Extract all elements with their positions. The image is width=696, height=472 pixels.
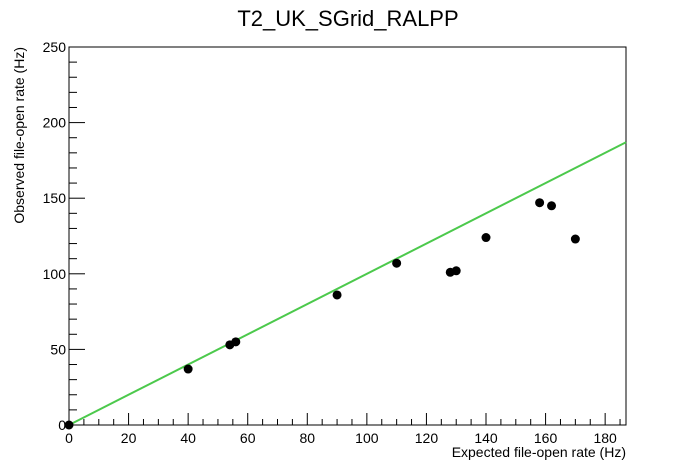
data-point <box>547 201 557 211</box>
x-tick-label: 0 <box>65 430 73 446</box>
x-axis-label: Expected file-open rate (Hz) <box>452 444 626 460</box>
data-point <box>392 258 402 268</box>
data-point <box>451 266 461 276</box>
data-point <box>183 364 193 374</box>
x-tick-label: 40 <box>180 430 196 446</box>
reference-line-group <box>68 141 627 426</box>
x-axis: 0 20 40 60 80 100 120 140 160 180 <box>65 413 621 446</box>
y-tick-label: 0 <box>58 417 66 433</box>
data-point <box>481 233 491 243</box>
x-tick-label: 20 <box>121 430 137 446</box>
data-point <box>570 234 580 244</box>
x-tick-label: 120 <box>415 430 439 446</box>
data-point <box>332 290 342 300</box>
x-tick-label: 80 <box>299 430 315 446</box>
data-point <box>64 420 74 430</box>
data-point <box>231 337 241 347</box>
x-tick-label: 60 <box>240 430 256 446</box>
chart-title: T2_UK_SGrid_RALPP <box>237 6 458 31</box>
data-points <box>64 198 580 430</box>
y-axis: 0 50 100 150 200 250 <box>43 39 85 433</box>
data-point <box>535 198 545 208</box>
x-tick-label: 140 <box>474 430 498 446</box>
x-tick-label: 100 <box>355 430 379 446</box>
reference-line <box>68 141 627 426</box>
y-tick-label: 50 <box>50 341 66 357</box>
y-axis-label: Observed file-open rate (Hz) <box>11 47 27 224</box>
x-tick-label: 180 <box>593 430 617 446</box>
y-tick-label: 100 <box>43 266 67 282</box>
y-tick-label: 250 <box>43 39 67 55</box>
plot-frame <box>68 46 627 426</box>
y-tick-label: 200 <box>43 115 67 131</box>
y-tick-label: 150 <box>43 190 67 206</box>
x-tick-label: 160 <box>534 430 558 446</box>
